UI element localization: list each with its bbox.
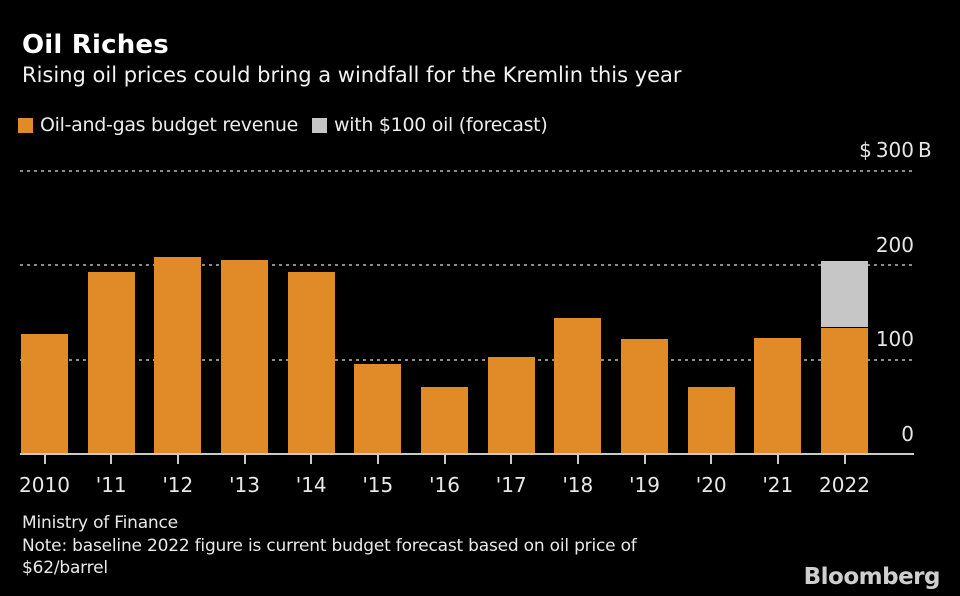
x-tick-15	[376, 455, 379, 464]
x-tick-11	[110, 455, 113, 464]
legend-swatch-revenue	[18, 117, 33, 133]
x-axis-label-19: '19	[629, 473, 660, 497]
chart-title: Oil Riches	[22, 30, 169, 60]
bar-2022	[821, 327, 868, 454]
y-label-prefix: $	[859, 138, 872, 162]
note-line-1: Note: baseline 2022 figure is current bu…	[22, 536, 637, 556]
x-axis-label-20: '20	[695, 473, 727, 497]
bar-16	[421, 387, 468, 454]
x-axis-label-14: '14	[295, 473, 327, 497]
gridline-100	[20, 358, 914, 361]
y-axis-label-200: 200	[876, 235, 914, 255]
y-axis-label-100: 100	[876, 329, 914, 349]
y-label-value: 200	[875, 233, 914, 257]
legend-label-revenue: Oil-and-gas budget revenue	[40, 114, 299, 136]
x-axis-label-16: '16	[429, 473, 460, 497]
gridline-200	[20, 264, 914, 267]
y-axis-label-0: 0	[901, 424, 914, 444]
y-label-value: 0	[901, 422, 914, 446]
x-axis-label-11: '11	[95, 473, 127, 497]
x-tick-12	[176, 455, 179, 464]
chart-subtitle: Rising oil prices could bring a windfall…	[22, 63, 682, 87]
bar-18	[554, 318, 602, 454]
bar-11	[87, 271, 135, 454]
bar-14	[287, 271, 335, 454]
bar-2010	[21, 334, 68, 454]
bar-2022-forecast	[821, 261, 868, 328]
x-tick-2022	[843, 455, 846, 464]
y-label-value: 100	[875, 327, 914, 351]
note-line-2: $62/barrel	[22, 558, 108, 578]
y-label-suffix: B	[918, 138, 932, 162]
x-tick-20	[710, 455, 713, 464]
bar-21	[754, 337, 802, 454]
x-tick-14	[310, 455, 313, 464]
gridline-300	[20, 169, 914, 172]
x-tick-13	[243, 455, 246, 464]
x-tick-2010	[43, 455, 46, 464]
note-text: Note: baseline 2022 figure is current bu…	[22, 535, 637, 579]
y-axis-label-300: $300 B	[859, 138, 932, 162]
x-tick-18	[576, 455, 579, 464]
legend: Oil-and-gas budget revenue with $100 oil…	[18, 112, 548, 138]
bloomberg-logo: Bloomberg	[803, 564, 941, 590]
source-text: Ministry of Finance	[22, 513, 178, 533]
x-axis-label-21: '21	[762, 473, 794, 497]
bar-20	[687, 387, 735, 454]
x-tick-16	[443, 455, 446, 464]
x-axis-label-2010: 2010	[19, 473, 70, 497]
x-axis-label-12: '12	[162, 473, 194, 497]
x-axis-baseline	[20, 453, 914, 455]
x-tick-21	[776, 455, 779, 464]
x-tick-17	[510, 455, 513, 464]
bar-15	[354, 364, 402, 454]
legend-item-forecast: with $100 oil (forecast)	[312, 114, 548, 136]
y-label-value: 300	[875, 138, 914, 162]
bar-12	[154, 256, 202, 454]
x-axis-label-15: '15	[362, 473, 394, 497]
legend-label-forecast: with $100 oil (forecast)	[334, 114, 548, 136]
x-axis-label-13: '13	[229, 473, 260, 497]
x-axis-label-2022: 2022	[819, 473, 870, 497]
bar-19	[621, 338, 668, 454]
x-axis-label-17: '17	[495, 473, 527, 497]
bar-13	[221, 259, 268, 454]
x-tick-19	[643, 455, 646, 464]
legend-item-revenue: Oil-and-gas budget revenue	[18, 114, 298, 136]
bar-17	[487, 356, 535, 454]
legend-swatch-forecast	[312, 117, 328, 133]
x-axis-label-18: '18	[562, 473, 594, 497]
